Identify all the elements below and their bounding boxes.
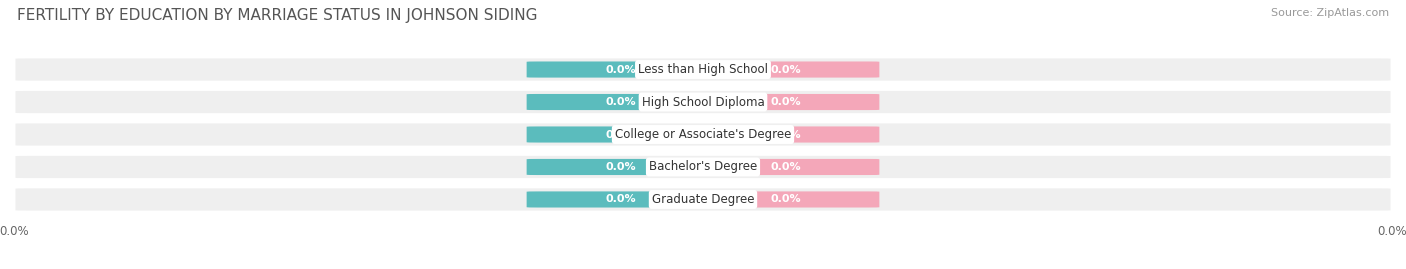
- Text: Source: ZipAtlas.com: Source: ZipAtlas.com: [1271, 8, 1389, 18]
- Text: 0.0%: 0.0%: [605, 129, 636, 140]
- Text: 0.0%: 0.0%: [770, 97, 801, 107]
- FancyBboxPatch shape: [692, 126, 879, 143]
- Text: 0.0%: 0.0%: [770, 129, 801, 140]
- FancyBboxPatch shape: [692, 192, 879, 207]
- Text: 0.0%: 0.0%: [770, 194, 801, 204]
- FancyBboxPatch shape: [527, 94, 714, 110]
- FancyBboxPatch shape: [14, 122, 1392, 147]
- FancyBboxPatch shape: [527, 159, 714, 175]
- FancyBboxPatch shape: [14, 154, 1392, 179]
- FancyBboxPatch shape: [527, 62, 714, 77]
- FancyBboxPatch shape: [692, 94, 879, 110]
- Text: Bachelor's Degree: Bachelor's Degree: [650, 161, 756, 174]
- Text: FERTILITY BY EDUCATION BY MARRIAGE STATUS IN JOHNSON SIDING: FERTILITY BY EDUCATION BY MARRIAGE STATU…: [17, 8, 537, 23]
- Text: Graduate Degree: Graduate Degree: [652, 193, 754, 206]
- FancyBboxPatch shape: [527, 192, 714, 207]
- Text: 0.0%: 0.0%: [605, 194, 636, 204]
- FancyBboxPatch shape: [14, 90, 1392, 115]
- FancyBboxPatch shape: [692, 62, 879, 77]
- Text: 0.0%: 0.0%: [605, 97, 636, 107]
- Text: Less than High School: Less than High School: [638, 63, 768, 76]
- Text: 0.0%: 0.0%: [605, 65, 636, 75]
- Text: 0.0%: 0.0%: [770, 162, 801, 172]
- FancyBboxPatch shape: [692, 159, 879, 175]
- FancyBboxPatch shape: [14, 187, 1392, 212]
- Text: High School Diploma: High School Diploma: [641, 95, 765, 108]
- Text: College or Associate's Degree: College or Associate's Degree: [614, 128, 792, 141]
- FancyBboxPatch shape: [527, 126, 714, 143]
- Text: 0.0%: 0.0%: [605, 162, 636, 172]
- FancyBboxPatch shape: [14, 57, 1392, 82]
- Text: 0.0%: 0.0%: [770, 65, 801, 75]
